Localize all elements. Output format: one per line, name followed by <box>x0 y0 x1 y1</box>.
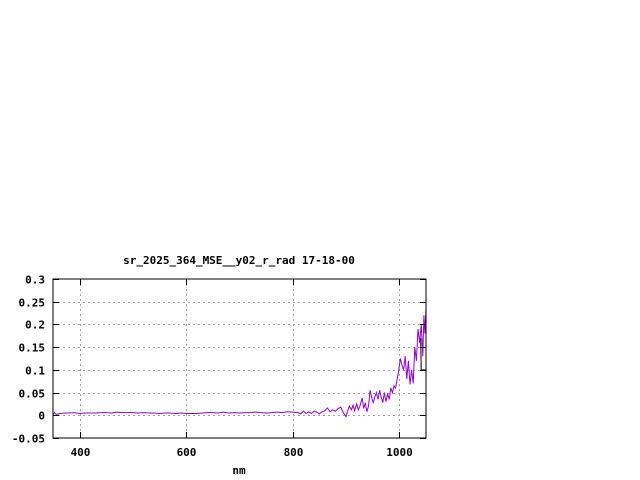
x-tick-label: 600 <box>177 446 197 459</box>
ticks: 400 600 800 1000 -0.05 0 0.05 0.1 0.15 0.2 0.25 0.3 <box>12 274 426 459</box>
y-tick-label: 0.25 <box>19 297 46 310</box>
chart-title: sr_2025_364_MSE__y02_r_rad 17-18-00 <box>123 254 355 267</box>
y-tick-label: 0.1 <box>25 365 45 378</box>
x-tick-label: 400 <box>71 446 91 459</box>
series-layer <box>52 308 427 418</box>
y-tick-label: 0.05 <box>19 388 46 401</box>
y-tick-label: 0.2 <box>25 319 45 332</box>
series-line-1 <box>52 308 427 418</box>
y-tick-label: 0.15 <box>19 342 46 355</box>
plot-border <box>52 278 427 439</box>
x-tick-label: 1000 <box>386 446 413 459</box>
x-axis-label: nm <box>232 464 246 477</box>
y-tick-label: 0.3 <box>25 274 45 287</box>
x-tick-label: 800 <box>284 446 304 459</box>
y-tick-label: -0.05 <box>12 433 45 446</box>
series-line-0 <box>420 338 426 371</box>
y-tick-label: 0 <box>38 410 45 423</box>
grid <box>53 279 426 438</box>
